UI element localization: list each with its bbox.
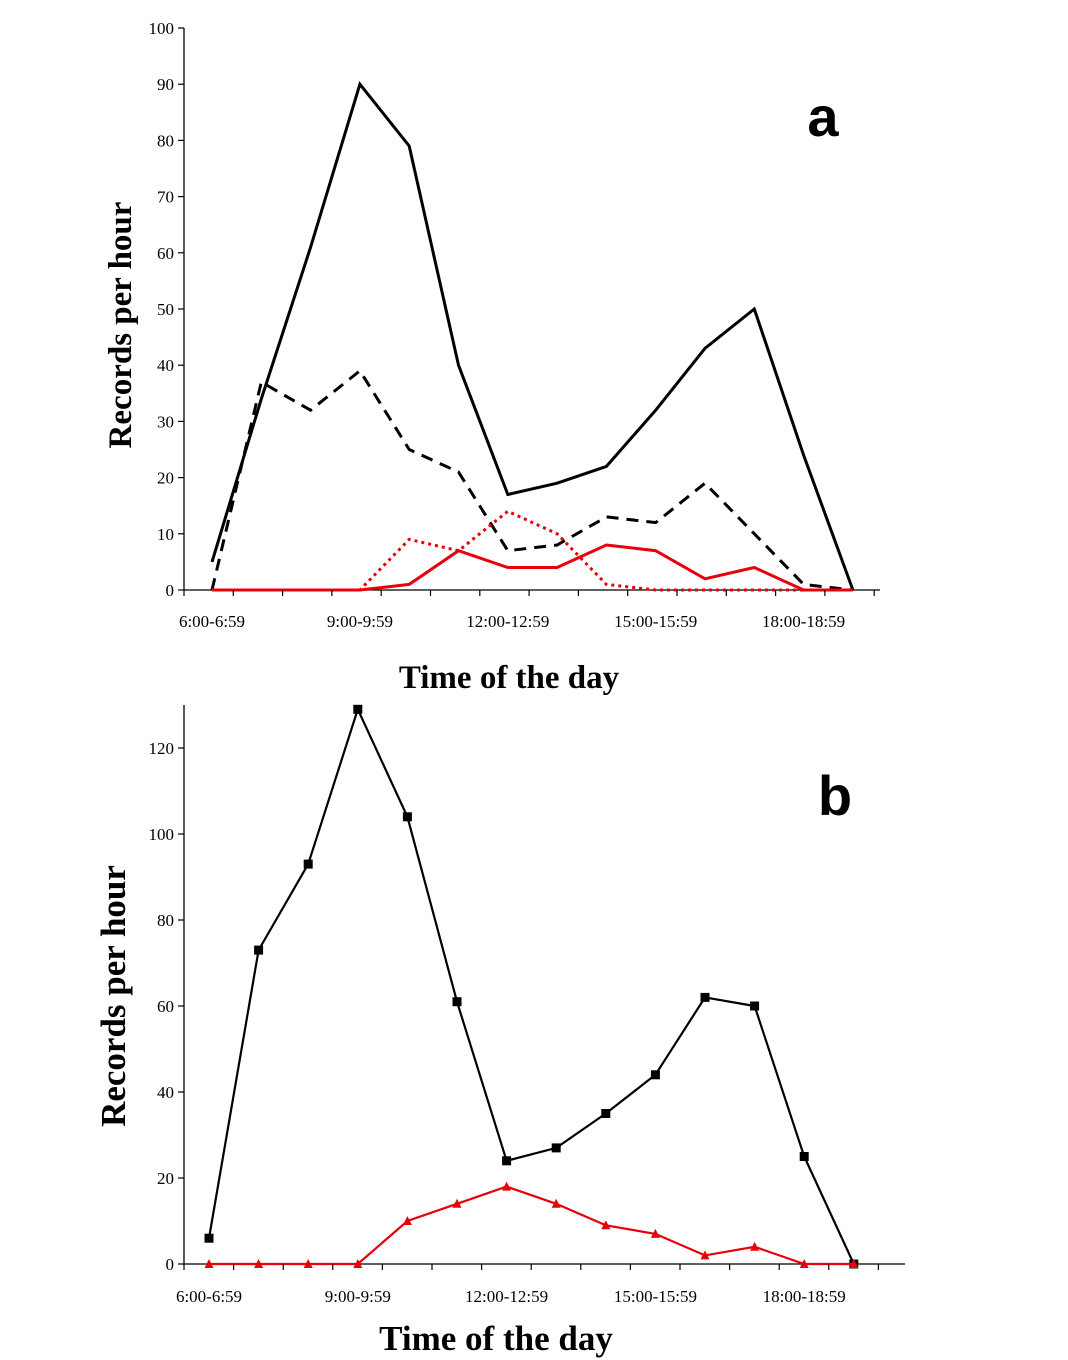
panel-a-y-ticks: 0 10 20 30 40 50 60 70 80 90 100: [149, 19, 184, 600]
panel-b-series-1-point: [402, 812, 412, 822]
panel-b-series-1-point: [551, 1143, 561, 1153]
panel-a-series-1-line: [210, 81, 855, 591]
panel-b-series-1-point: [700, 992, 710, 1002]
panel-a-series: [210, 81, 855, 592]
panel-b-x-tick-label: 18:00-18:59: [763, 1287, 846, 1306]
panel-b-series-1-point: [601, 1109, 611, 1118]
panel-a-y-tick-label: 80: [157, 131, 174, 150]
panel-a-axes: [183, 28, 880, 591]
panel-b-y-tick-label: 80: [157, 911, 174, 930]
panel-b-series-2-point: [849, 1259, 859, 1268]
panel-a-series-4-line: [212, 543, 853, 592]
panel-a-y-tick-label: 0: [166, 581, 175, 600]
panel-b-x-tick-label: 12:00-12:59: [465, 1287, 548, 1306]
panel-b-series-2-point: [502, 1181, 512, 1191]
panel-b-series-2-point: [650, 1228, 660, 1238]
panel-a-x-tick-label: 6:00-6:59: [179, 612, 245, 631]
panel-b-y-tick-label: 100: [149, 825, 175, 844]
panel-b-letter: b: [818, 764, 852, 827]
panel-b-series-1-point: [750, 1001, 760, 1011]
panel-b-series-1-point: [303, 859, 313, 869]
panel-b-series: [204, 704, 859, 1269]
panel-b-series-2-point: [254, 1259, 264, 1268]
panel-b-series-2-point: [452, 1198, 462, 1208]
panel-b-series-2-point: [353, 1259, 363, 1268]
panel-b-series-1-point: [650, 1070, 660, 1080]
panel-b-x-ticks: 6:00-6:59 9:00-9:59 12:00-12:59 15:00-15:59…: [176, 1264, 880, 1306]
panel-b-series-2-line: [209, 1185, 854, 1266]
panel-b-series-2-point: [204, 1259, 214, 1268]
panel-a-y-tick-label: 50: [157, 300, 174, 319]
panel-b-y-tick-label: 40: [157, 1083, 174, 1102]
panel-b-series-1-line: [207, 706, 855, 1265]
panel-b-series-1-point: [452, 997, 462, 1007]
panel-a-series-3-line: [212, 509, 853, 592]
panel-a-x-tick-label: 15:00-15:59: [614, 612, 697, 631]
panel-b-axes: [183, 705, 905, 1265]
panel-b-series-2-point: [799, 1259, 809, 1268]
panel-a-y-tick-label: 100: [149, 19, 175, 38]
panel-b-x-tick-label: 9:00-9:59: [325, 1287, 391, 1306]
panel-a-x-ticks: 6:00-6:59 9:00-9:59 12:00-12:59 15:00-15:59…: [179, 590, 875, 631]
panel-a-y-tick-label: 90: [157, 75, 174, 94]
panel-a-chart: 0 10 20 30 40 50 60 70 80 90 100 6:00-6:59 9:00-9:5…: [103, 19, 880, 696]
panel-b-series-1-point: [799, 1152, 809, 1161]
panel-b-series-1-point: [353, 704, 363, 714]
panel-b-x-tick-label: 15:00-15:59: [614, 1287, 697, 1306]
panel-a-y-tick-label: 70: [157, 188, 174, 207]
panel-b-y-tick-label: 20: [157, 1169, 174, 1188]
panel-b-series-1-point: [254, 945, 264, 955]
panel-b-series-2-point: [551, 1198, 561, 1208]
panel-a-x-tick-label: 9:00-9:59: [327, 612, 393, 631]
panel-b-y-ticks: 0 20 40 60 80 100 120: [149, 739, 184, 1274]
panel-a-x-axis-title: Time of the day: [399, 660, 620, 696]
panel-a-y-tick-label: 30: [157, 412, 174, 431]
panel-b-series-2-point: [601, 1220, 611, 1230]
panel-a-letter: a: [807, 85, 839, 148]
panel-b-y-axis-title: Records per hour: [94, 865, 133, 1127]
panel-b-y-tick-label: 0: [166, 1255, 175, 1274]
panel-b-series-1-point: [502, 1156, 512, 1166]
panel-b-x-axis-title: Time of the day: [379, 1319, 613, 1358]
panel-a-y-tick-label: 10: [157, 525, 174, 544]
panel-a-y-axis-title: Records per hour: [103, 202, 139, 449]
panel-a-y-tick-label: 20: [157, 469, 174, 488]
panel-b-series-1-point: [204, 1233, 214, 1243]
panel-a-y-tick-label: 60: [157, 244, 174, 263]
panel-a-x-tick-label: 18:00-18:59: [762, 612, 845, 631]
panel-b-series-2-point: [700, 1250, 710, 1260]
panel-b-series-2-point: [303, 1259, 313, 1268]
panel-b-x-tick-label: 6:00-6:59: [176, 1287, 242, 1306]
panel-b-chart: 0 20 40 60 80 100 120 6:00-6:59 9:00-9:59 12:00-…: [94, 704, 905, 1358]
panel-b-y-tick-label: 60: [157, 997, 174, 1016]
panel-b-series-2-point: [402, 1216, 412, 1225]
panel-b-series-2-point: [750, 1241, 760, 1251]
panel-a-y-tick-label: 40: [157, 356, 174, 375]
panel-b-y-tick-label: 120: [149, 739, 175, 758]
panel-a-series-2-line: [210, 368, 854, 592]
panel-a-x-tick-label: 12:00-12:59: [466, 612, 549, 631]
